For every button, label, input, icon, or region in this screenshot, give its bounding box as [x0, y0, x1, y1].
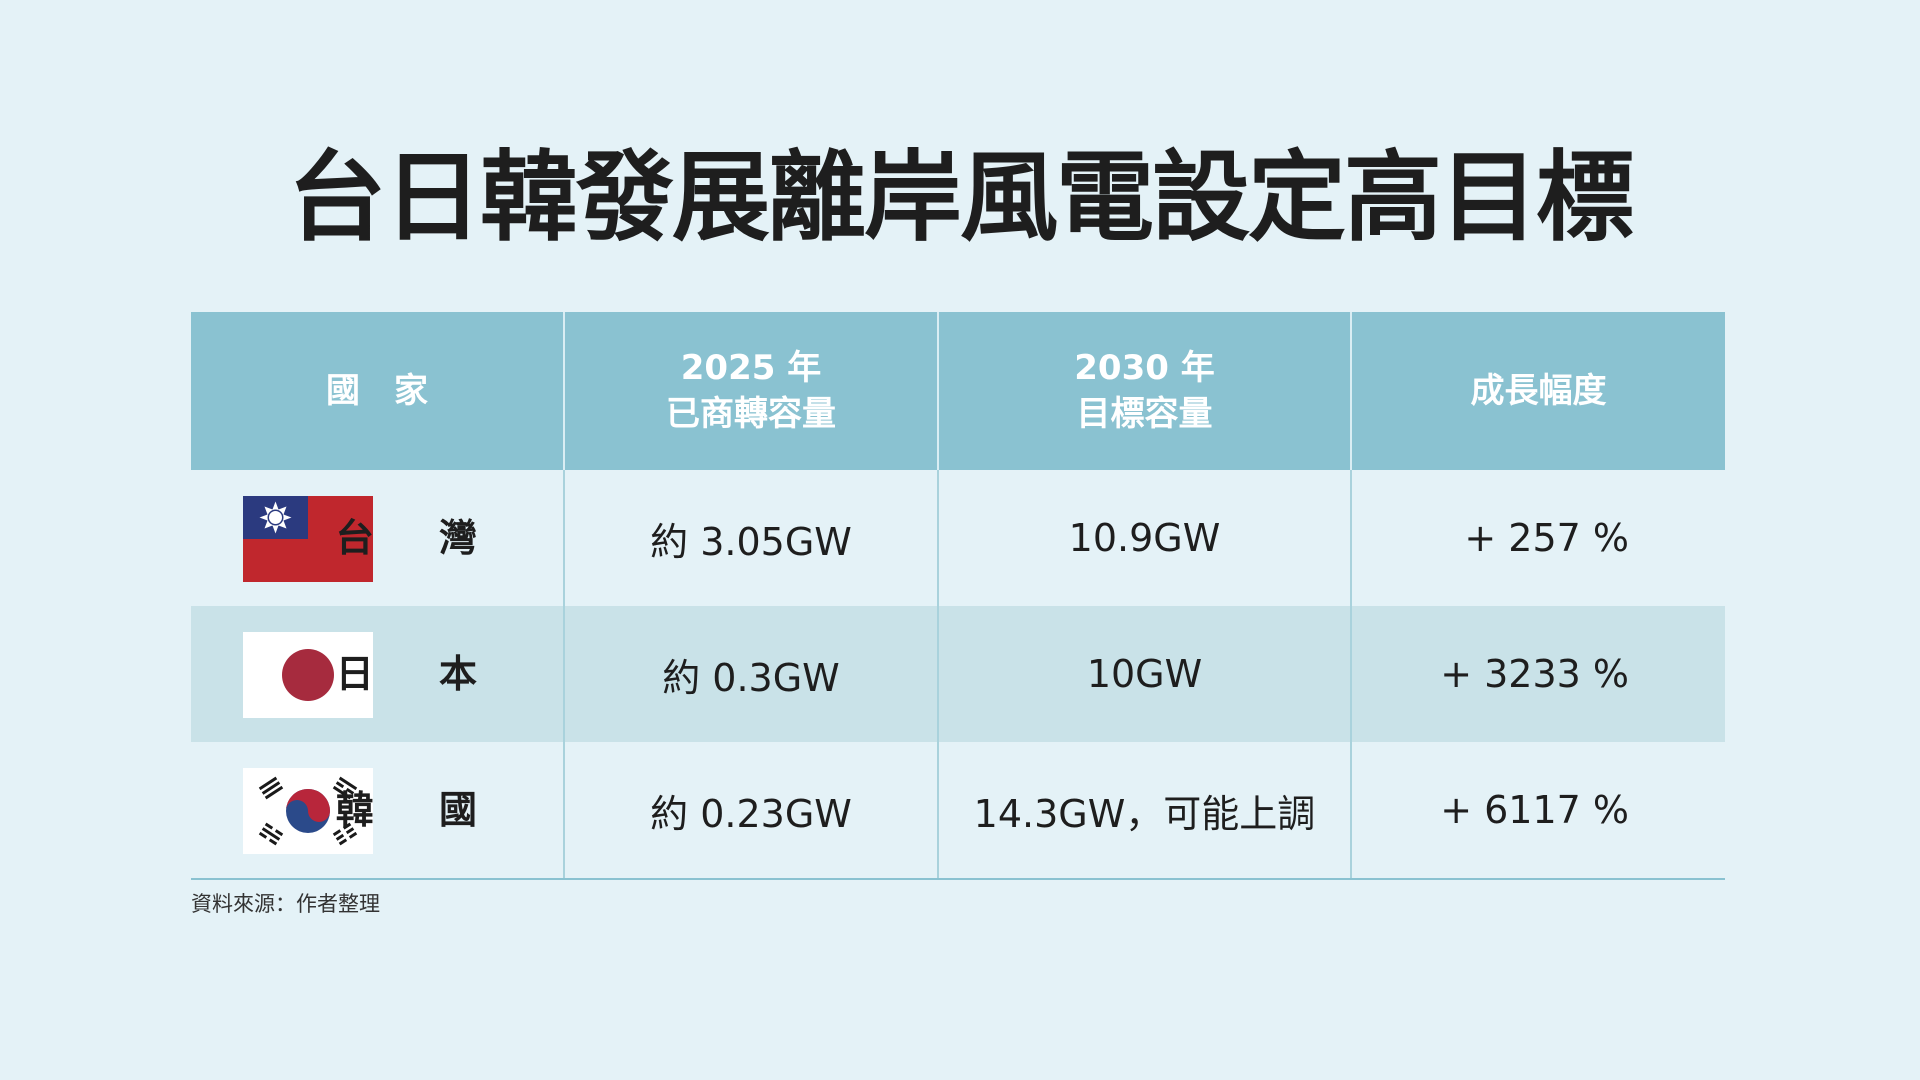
growth-cell: + 257 % [1350, 470, 1725, 606]
country-name: 韓 國 [335, 788, 503, 832]
country-name: 日 本 [335, 652, 503, 696]
table-row: 台 灣 約 3.05GW 10.9GW + 257 % [191, 470, 1725, 606]
target-2030-cell: 14.3GW，可能上調 [937, 742, 1351, 880]
header-label: 國 家 [326, 371, 428, 411]
header-label: 已商轉容量 [666, 394, 836, 434]
table-row: 韓 國 約 0.23GW 14.3GW，可能上調 + 6117 % [191, 742, 1725, 880]
source-note: 資料來源：作者整理 [191, 892, 380, 916]
growth-cell: + 6117 % [1350, 742, 1725, 880]
country-cell: 韓 國 [191, 742, 564, 880]
header-country: 國 家 [191, 312, 564, 470]
capacity-2025-cell: 約 0.3GW [563, 606, 938, 742]
page-title: 台日韓發展離岸風電設定高目標 [287, 141, 1634, 255]
capacity-2025-cell: 約 0.23GW [563, 742, 938, 880]
header-capacity-2025: 2025 年 已商轉容量 [563, 312, 938, 470]
country-name: 台 灣 [335, 516, 503, 560]
capacity-table: 國 家 2025 年 已商轉容量 2030 年 目標容量 成長幅度 [191, 312, 1725, 880]
growth-cell: + 3233 % [1350, 606, 1725, 742]
taiwan-flag-icon [243, 496, 373, 582]
header-label: 2030 年 [1074, 348, 1215, 388]
capacity-2025-cell: 約 3.05GW [563, 470, 938, 606]
japan-flag-icon [243, 632, 373, 718]
header-label: 目標容量 [1076, 394, 1213, 434]
country-cell: 日 本 [191, 606, 564, 742]
header-target-2030: 2030 年 目標容量 [937, 312, 1351, 470]
header-row: 國 家 2025 年 已商轉容量 2030 年 目標容量 成長幅度 [191, 312, 1725, 470]
target-2030-cell: 10GW [937, 606, 1351, 742]
table-row: 日 本 約 0.3GW 10GW + 3233 % [191, 606, 1725, 742]
target-2030-cell: 10.9GW [937, 470, 1351, 606]
header-label: 成長幅度 [1470, 371, 1607, 411]
country-cell: 台 灣 [191, 470, 564, 606]
korea-flag-icon [243, 768, 373, 854]
header-growth: 成長幅度 [1350, 312, 1725, 470]
header-label: 2025 年 [680, 348, 822, 388]
